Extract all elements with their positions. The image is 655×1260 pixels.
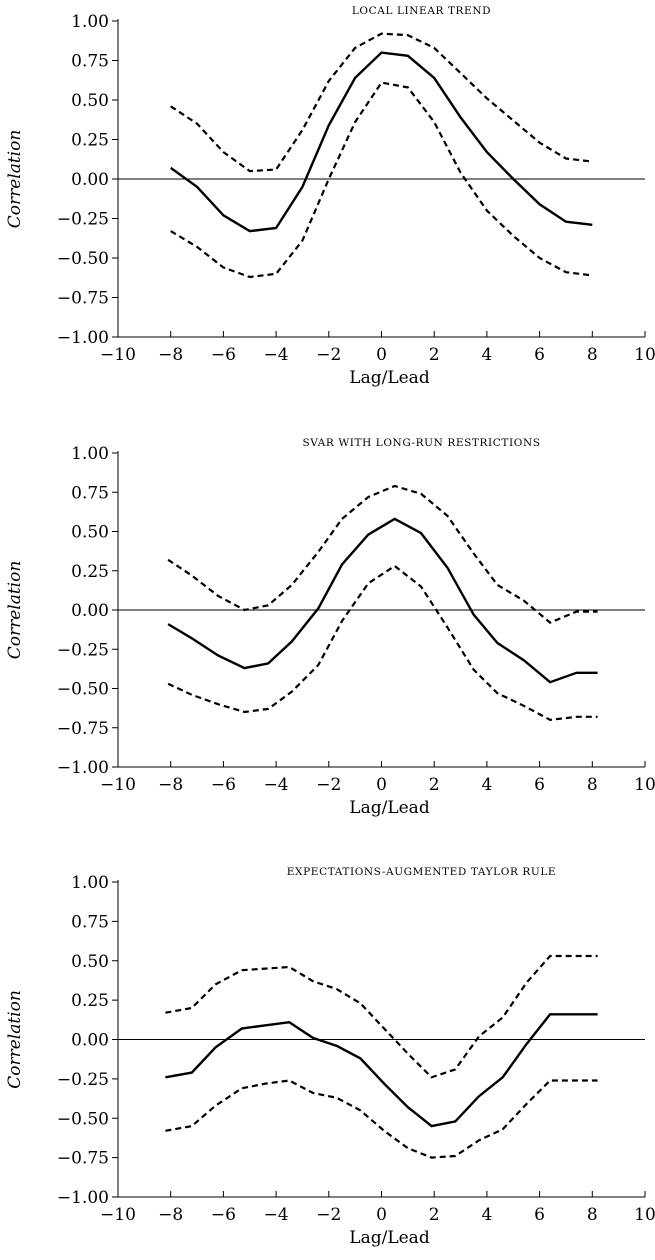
x-axis-label: Lag/Lead	[349, 1228, 430, 1248]
lower-band-line	[165, 1079, 598, 1159]
y-axis-label: Correlation	[5, 990, 25, 1089]
x-tick-label: 0	[376, 1205, 387, 1225]
y-tick-label: 0.75	[71, 483, 109, 503]
x-tick-label: 0	[376, 345, 387, 365]
y-axis-label: Correlation	[5, 561, 25, 660]
correlation-line	[165, 1013, 598, 1128]
x-tick-label: −8	[158, 775, 183, 795]
x-tick-label: −10	[100, 1205, 136, 1225]
x-tick-label: −4	[264, 1205, 289, 1225]
y-tick-label: 0.25	[71, 562, 109, 582]
y-tick-label: −0.25	[57, 1070, 109, 1090]
chart-panel-2: SVAR WITH LONG-RUN RESTRICTIONS 1.00 0.75 0…	[5, 437, 655, 818]
x-tick-label: 10	[634, 345, 655, 365]
x-tick-label: 0	[376, 775, 387, 795]
y-tick-label: 1.00	[71, 12, 109, 32]
y-tick-label: −0.75	[57, 1149, 109, 1169]
upper-band-line	[170, 32, 593, 173]
x-tick-label: 6	[534, 345, 545, 365]
y-tick-label: 0.75	[71, 912, 109, 932]
x-tick-label: −4	[264, 775, 289, 795]
x-tick-label: 2	[429, 1205, 440, 1225]
x-tick-label: −8	[158, 345, 183, 365]
lower-band-line	[170, 81, 593, 279]
x-tick-label: 6	[534, 775, 545, 795]
x-tick-label: 2	[429, 345, 440, 365]
x-axis-label: Lag/Lead	[349, 798, 430, 818]
upper-band-line	[165, 954, 598, 1079]
y-tick-label: 0.50	[71, 952, 109, 972]
y-tick-label: 0.00	[71, 601, 109, 621]
y-tick-label: 0.25	[71, 991, 109, 1011]
x-tick-label: 2	[429, 775, 440, 795]
y-tick-label: −1.00	[57, 328, 109, 348]
y-tick-label: −0.50	[57, 680, 109, 700]
x-tick-label: −6	[211, 345, 236, 365]
y-tick-label: 0.75	[71, 52, 109, 72]
x-tick-label: 8	[587, 775, 598, 795]
y-tick-label: −0.25	[57, 640, 109, 660]
y-tick-label: 0.50	[71, 91, 109, 111]
correlation-line	[167, 517, 598, 684]
chart-title: SVAR WITH LONG-RUN RESTRICTIONS	[302, 437, 540, 449]
y-tick-label: 0.25	[71, 131, 109, 151]
x-tick-label: 4	[481, 345, 492, 365]
x-tick-label: −2	[316, 775, 341, 795]
x-tick-label: −6	[211, 775, 236, 795]
x-tick-label: −6	[211, 1205, 236, 1225]
y-tick-label: 1.00	[71, 873, 109, 893]
x-tick-label: −4	[264, 345, 289, 365]
x-tick-label: −2	[316, 345, 341, 365]
y-tick-label: −0.25	[57, 210, 109, 230]
y-tick-label: 0.00	[71, 1031, 109, 1051]
chart-panel-1: LOCAL LINEAR TREND 1.00 0.75 0.50 0.25 0.00 −0…	[5, 5, 655, 388]
y-tick-label: −0.50	[57, 249, 109, 269]
x-tick-label: −2	[316, 1205, 341, 1225]
correlation-line	[169, 51, 593, 233]
x-tick-label: −10	[100, 775, 136, 795]
chart-title: LOCAL LINEAR TREND	[352, 5, 491, 17]
y-tick-label: 0.00	[71, 170, 109, 190]
y-tick-label: −0.75	[57, 289, 109, 309]
x-tick-label: 10	[634, 775, 655, 795]
x-tick-label: 10	[634, 1205, 655, 1225]
x-tick-label: 4	[481, 1205, 492, 1225]
chart-title: EXPECTATIONS-AUGMENTED TAYLOR RULE	[287, 866, 556, 878]
x-tick-label: 6	[534, 1205, 545, 1225]
x-tick-label: 8	[587, 1205, 598, 1225]
y-tick-label: −1.00	[57, 1188, 109, 1208]
y-tick-label: −1.00	[57, 758, 109, 778]
y-tick-label: −0.75	[57, 719, 109, 739]
x-tick-label: −8	[158, 1205, 183, 1225]
upper-band-line	[167, 484, 598, 624]
x-tick-label: 8	[587, 345, 598, 365]
y-tick-label: −0.50	[57, 1109, 109, 1129]
x-tick-label: −10	[100, 345, 136, 365]
lower-band-line	[167, 564, 598, 722]
x-tick-label: 4	[481, 775, 492, 795]
y-axis-label: Correlation	[5, 130, 25, 229]
y-tick-label: 0.50	[71, 523, 109, 543]
chart-panel-3: EXPECTATIONS-AUGMENTED TAYLOR RULE 1.00 0.…	[5, 866, 655, 1248]
y-tick-label: 1.00	[71, 444, 109, 464]
x-axis-label: Lag/Lead	[349, 368, 430, 388]
